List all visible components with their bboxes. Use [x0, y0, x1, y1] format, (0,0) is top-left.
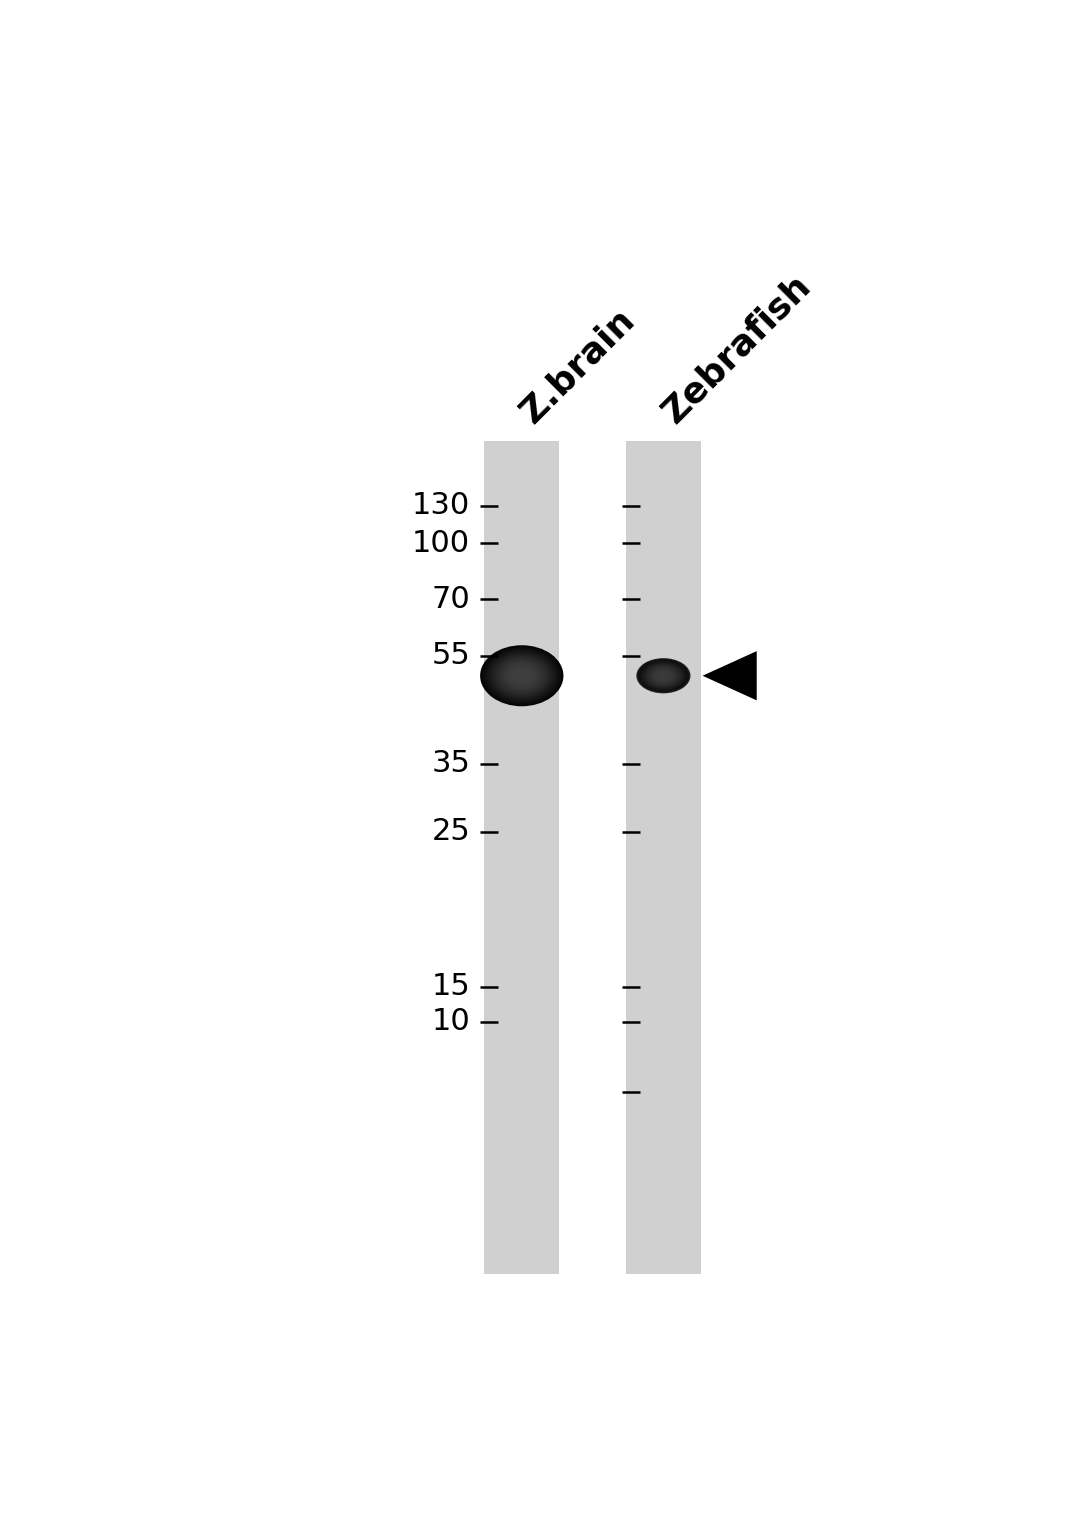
- Ellipse shape: [647, 664, 679, 686]
- Ellipse shape: [488, 651, 555, 700]
- Ellipse shape: [494, 655, 549, 695]
- Ellipse shape: [485, 648, 559, 703]
- Ellipse shape: [653, 669, 674, 683]
- Text: 10: 10: [431, 1007, 470, 1036]
- Ellipse shape: [643, 663, 684, 689]
- Ellipse shape: [644, 663, 683, 687]
- Text: 35: 35: [431, 750, 470, 779]
- Text: 15: 15: [431, 972, 470, 1001]
- Text: 55: 55: [431, 642, 470, 671]
- Ellipse shape: [651, 668, 675, 684]
- Polygon shape: [703, 651, 757, 701]
- Text: 130: 130: [412, 491, 470, 520]
- Ellipse shape: [490, 652, 553, 698]
- Text: Z.brain: Z.brain: [515, 302, 642, 430]
- Ellipse shape: [654, 669, 673, 681]
- Ellipse shape: [650, 668, 677, 684]
- Ellipse shape: [636, 658, 690, 693]
- Text: 70: 70: [431, 585, 470, 614]
- Ellipse shape: [486, 649, 557, 701]
- Ellipse shape: [648, 666, 678, 686]
- Ellipse shape: [510, 666, 534, 684]
- Text: 100: 100: [412, 529, 470, 558]
- Bar: [485, 440, 559, 1274]
- Ellipse shape: [492, 654, 551, 696]
- Ellipse shape: [503, 661, 541, 689]
- Ellipse shape: [501, 660, 543, 690]
- Ellipse shape: [656, 671, 672, 681]
- Ellipse shape: [483, 646, 561, 704]
- Ellipse shape: [646, 664, 680, 687]
- Ellipse shape: [499, 658, 545, 692]
- Text: Zebrafish: Zebrafish: [656, 268, 817, 430]
- Ellipse shape: [639, 660, 688, 692]
- Ellipse shape: [642, 661, 685, 690]
- Text: 25: 25: [431, 817, 470, 846]
- Bar: [626, 440, 701, 1274]
- Ellipse shape: [505, 663, 539, 687]
- Ellipse shape: [637, 658, 689, 692]
- Ellipse shape: [507, 664, 536, 686]
- Ellipse shape: [481, 645, 563, 706]
- Ellipse shape: [497, 657, 547, 693]
- Ellipse shape: [641, 661, 687, 690]
